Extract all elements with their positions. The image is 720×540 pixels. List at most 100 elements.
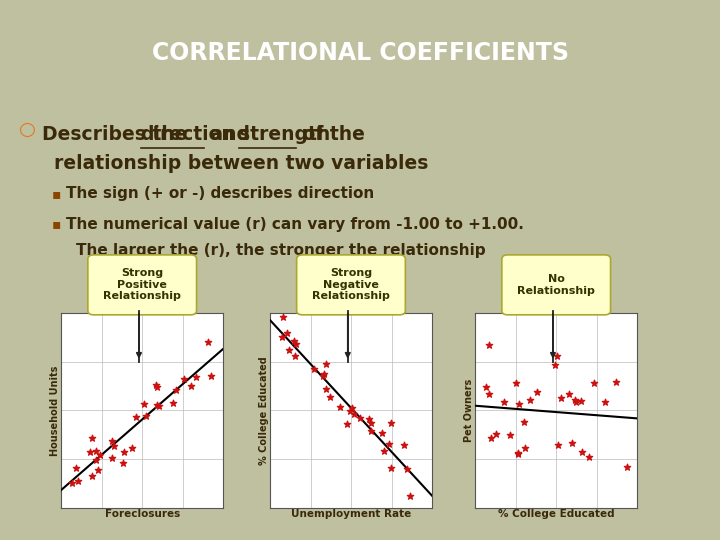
Text: strength: strength <box>239 125 330 144</box>
Point <box>127 444 138 453</box>
Point <box>66 479 78 488</box>
Point <box>379 446 390 455</box>
Point <box>170 386 181 394</box>
Text: and: and <box>204 125 256 144</box>
Point <box>320 384 332 393</box>
Point <box>190 373 202 382</box>
Text: CORRELATIONAL COEFFICIENTS: CORRELATIONAL COEFFICIENTS <box>151 41 569 65</box>
Point <box>402 465 413 474</box>
Y-axis label: Pet Owners: Pet Owners <box>464 379 474 442</box>
Point <box>513 400 524 408</box>
Point <box>309 364 320 373</box>
Point <box>556 394 567 403</box>
Text: The numerical value (r) can vary from -1.00 to +1.00.: The numerical value (r) can vary from -1… <box>66 217 524 232</box>
Point <box>277 313 289 321</box>
Point <box>610 377 621 386</box>
Point <box>318 372 329 380</box>
Text: Strong
Positive
Relationship: Strong Positive Relationship <box>103 268 181 301</box>
Point <box>564 389 575 398</box>
Point <box>90 447 102 455</box>
Point <box>283 346 294 355</box>
Point <box>130 413 142 421</box>
X-axis label: Unemployment Rate: Unemployment Rate <box>291 509 411 519</box>
Point <box>151 383 163 391</box>
Point <box>71 464 82 472</box>
Text: The sign (+ or -) describes direction: The sign (+ or -) describes direction <box>66 186 374 201</box>
Point <box>377 429 388 437</box>
Point <box>567 438 578 447</box>
Point <box>531 388 543 396</box>
Point <box>513 449 524 458</box>
Point <box>167 399 179 408</box>
Point <box>348 410 360 418</box>
Point <box>480 383 492 391</box>
Text: ○: ○ <box>19 120 36 139</box>
Point <box>276 333 287 342</box>
Point <box>117 458 128 467</box>
Y-axis label: % College Educated: % College Educated <box>258 356 269 465</box>
Point <box>346 404 358 413</box>
Point <box>485 434 497 442</box>
Point <box>282 328 293 337</box>
Point <box>510 379 522 387</box>
Point <box>354 414 366 423</box>
Point <box>398 441 410 450</box>
Text: direction: direction <box>140 125 235 144</box>
Point <box>365 427 377 435</box>
Point <box>106 436 117 445</box>
Point <box>289 352 301 361</box>
Point <box>106 453 117 462</box>
Point <box>384 463 396 472</box>
Point <box>335 403 346 411</box>
Point <box>621 462 633 471</box>
Point <box>491 430 503 438</box>
Text: of the: of the <box>296 125 364 144</box>
Point <box>202 338 214 347</box>
Point <box>505 431 516 440</box>
Point <box>185 382 197 391</box>
Point <box>150 381 161 390</box>
Point <box>519 443 531 452</box>
Point <box>84 448 95 457</box>
Point <box>365 419 377 428</box>
Point <box>118 448 130 456</box>
Text: No
Relationship: No Relationship <box>517 274 595 296</box>
Point <box>150 401 162 409</box>
X-axis label: % College Educated: % College Educated <box>498 509 614 519</box>
Point <box>584 453 595 461</box>
Text: Strong
Negative
Relationship: Strong Negative Relationship <box>312 268 390 301</box>
Point <box>153 401 164 410</box>
Point <box>570 396 581 404</box>
Point <box>588 379 600 387</box>
Point <box>599 398 611 407</box>
Text: The larger the (r), the stronger the relationship: The larger the (r), the stronger the rel… <box>76 244 485 259</box>
Point <box>384 418 396 427</box>
Point <box>363 414 374 423</box>
Point <box>86 433 98 442</box>
Point <box>138 399 150 408</box>
Y-axis label: Household Units: Household Units <box>50 365 60 456</box>
Point <box>499 398 510 407</box>
Point <box>344 407 356 415</box>
Point <box>575 397 587 406</box>
Point <box>318 369 330 378</box>
Point <box>483 389 495 398</box>
Point <box>552 440 564 449</box>
Text: relationship between two variables: relationship between two variables <box>54 154 428 173</box>
Point <box>289 340 301 349</box>
Text: ▪: ▪ <box>52 217 61 231</box>
Point <box>405 492 416 501</box>
Point <box>72 477 84 485</box>
Text: ▪: ▪ <box>52 187 61 201</box>
Text: Describes the: Describes the <box>42 125 194 144</box>
Point <box>570 397 582 406</box>
Point <box>512 449 523 458</box>
Point <box>205 372 217 380</box>
Point <box>383 440 395 449</box>
X-axis label: Foreclosures: Foreclosures <box>104 509 180 519</box>
Point <box>320 360 331 369</box>
Point <box>288 336 300 345</box>
Point <box>94 451 106 460</box>
Point <box>325 393 336 401</box>
Point <box>86 471 98 480</box>
